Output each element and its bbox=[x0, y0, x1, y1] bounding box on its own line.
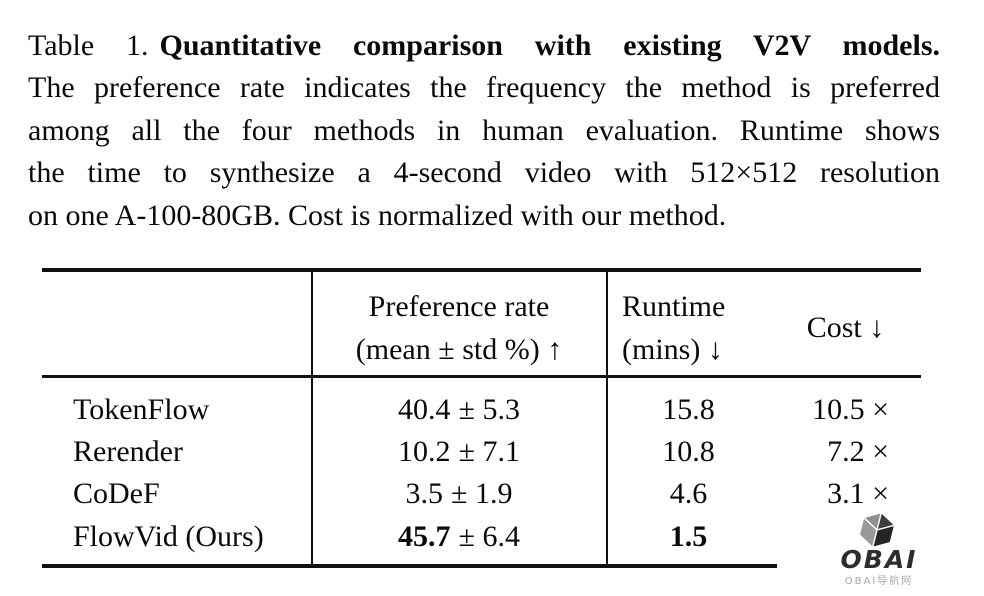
cost-header-label: Cost ↓ bbox=[806, 311, 885, 344]
preference-cell: 3.5 ± 1.9 bbox=[312, 473, 606, 515]
caption-line-5: on one A-100-80GB. Cost is normalized wi… bbox=[28, 198, 727, 232]
method-name-cell: CoDeF bbox=[73, 477, 160, 510]
table-caption: Table 1. Quantitative comparison with exi… bbox=[28, 25, 940, 237]
caption-line-4: the time to synthesize a 4-second video … bbox=[28, 156, 940, 190]
column-divider-2 bbox=[606, 272, 608, 564]
table-row-flowvid-ours: FlowVid (Ours) 45.7 ± 6.4 1.5 bbox=[42, 516, 921, 558]
preference-std: ± 6.4 bbox=[458, 520, 520, 553]
table-row-tokenflow: TokenFlow 40.4 ± 5.3 15.8 10.5 × bbox=[42, 389, 921, 431]
preference-mean: 3.5 bbox=[405, 477, 444, 510]
table-header-rule bbox=[42, 375, 921, 378]
column-header-runtime: Runtime (mins) ↓ bbox=[622, 272, 770, 375]
table-top-rule bbox=[42, 268, 921, 272]
runtime-cell: 1.5 bbox=[669, 520, 708, 553]
preference-header-line1: Preference rate bbox=[368, 289, 550, 323]
preference-cell: 45.7 ± 6.4 bbox=[312, 516, 606, 558]
preference-mean: 45.7 bbox=[398, 520, 451, 553]
cost-cell: 7.2 × bbox=[827, 435, 889, 468]
column-header-cost: Cost ↓ bbox=[770, 272, 921, 375]
caption-line-3: among all the four methods in human eval… bbox=[28, 113, 940, 147]
table-row-codef: CoDeF 3.5 ± 1.9 4.6 3.1 × bbox=[42, 473, 921, 515]
cube-3d-icon bbox=[858, 511, 897, 549]
table-row-rerender: Rerender 10.2 ± 7.1 10.8 7.2 × bbox=[42, 431, 921, 473]
runtime-header-line2: (mins) ↓ bbox=[622, 332, 723, 366]
cost-cell: 3.1 × bbox=[827, 477, 889, 510]
preference-header-line2: (mean ± std %) ↑ bbox=[355, 332, 563, 366]
preference-mean: 40.4 bbox=[398, 393, 451, 426]
caption-table-label: Table 1. bbox=[28, 29, 149, 62]
column-divider-1 bbox=[311, 272, 313, 564]
cost-cell: 10.5 × bbox=[812, 393, 889, 426]
preference-cell: 40.4 ± 5.3 bbox=[312, 389, 606, 431]
preference-std: ± 7.1 bbox=[458, 435, 520, 468]
column-header-preference: Preference rate (mean ± std %) ↑ bbox=[312, 272, 606, 375]
caption-title: Quantitative comparison with existing V2… bbox=[159, 29, 940, 62]
runtime-header-line1: Runtime bbox=[622, 289, 726, 323]
preference-cell: 10.2 ± 7.1 bbox=[312, 431, 606, 473]
runtime-cell: 10.8 bbox=[662, 435, 715, 468]
runtime-cell: 4.6 bbox=[669, 477, 708, 510]
method-name-cell: FlowVid (Ours) bbox=[73, 520, 264, 553]
method-name-cell: TokenFlow bbox=[73, 393, 210, 426]
watermark-subtext: OBAI导航网 bbox=[844, 576, 914, 587]
preference-std: ± 1.9 bbox=[451, 477, 513, 510]
preference-mean: 10.2 bbox=[398, 435, 451, 468]
caption-line-1: Table 1. Quantitative comparison with exi… bbox=[28, 25, 940, 67]
runtime-cell: 15.8 bbox=[662, 393, 715, 426]
caption-line-2: The preference rate indicates the freque… bbox=[28, 71, 940, 105]
method-name-cell: Rerender bbox=[73, 435, 183, 468]
preference-std: ± 5.3 bbox=[458, 393, 520, 426]
watermark-brand: OBAI bbox=[840, 545, 918, 574]
table-bottom-rule bbox=[42, 564, 921, 568]
